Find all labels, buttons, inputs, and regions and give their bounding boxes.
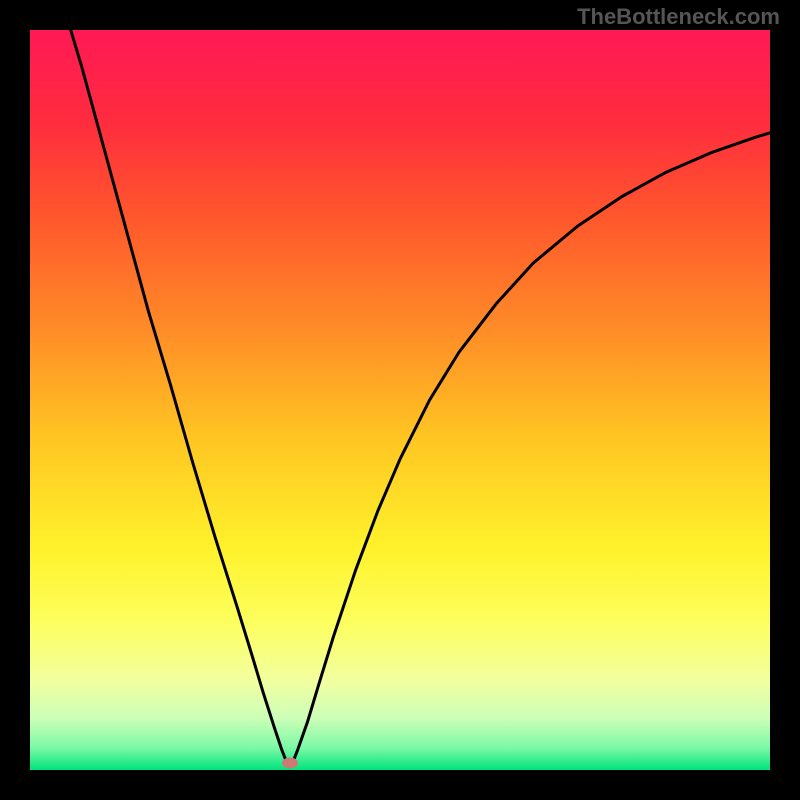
optimum-marker <box>282 758 298 769</box>
chart-frame: TheBottleneck.com <box>0 0 800 800</box>
watermark-text: TheBottleneck.com <box>577 4 780 30</box>
plot-area <box>30 30 770 770</box>
bottleneck-curve <box>30 30 770 770</box>
